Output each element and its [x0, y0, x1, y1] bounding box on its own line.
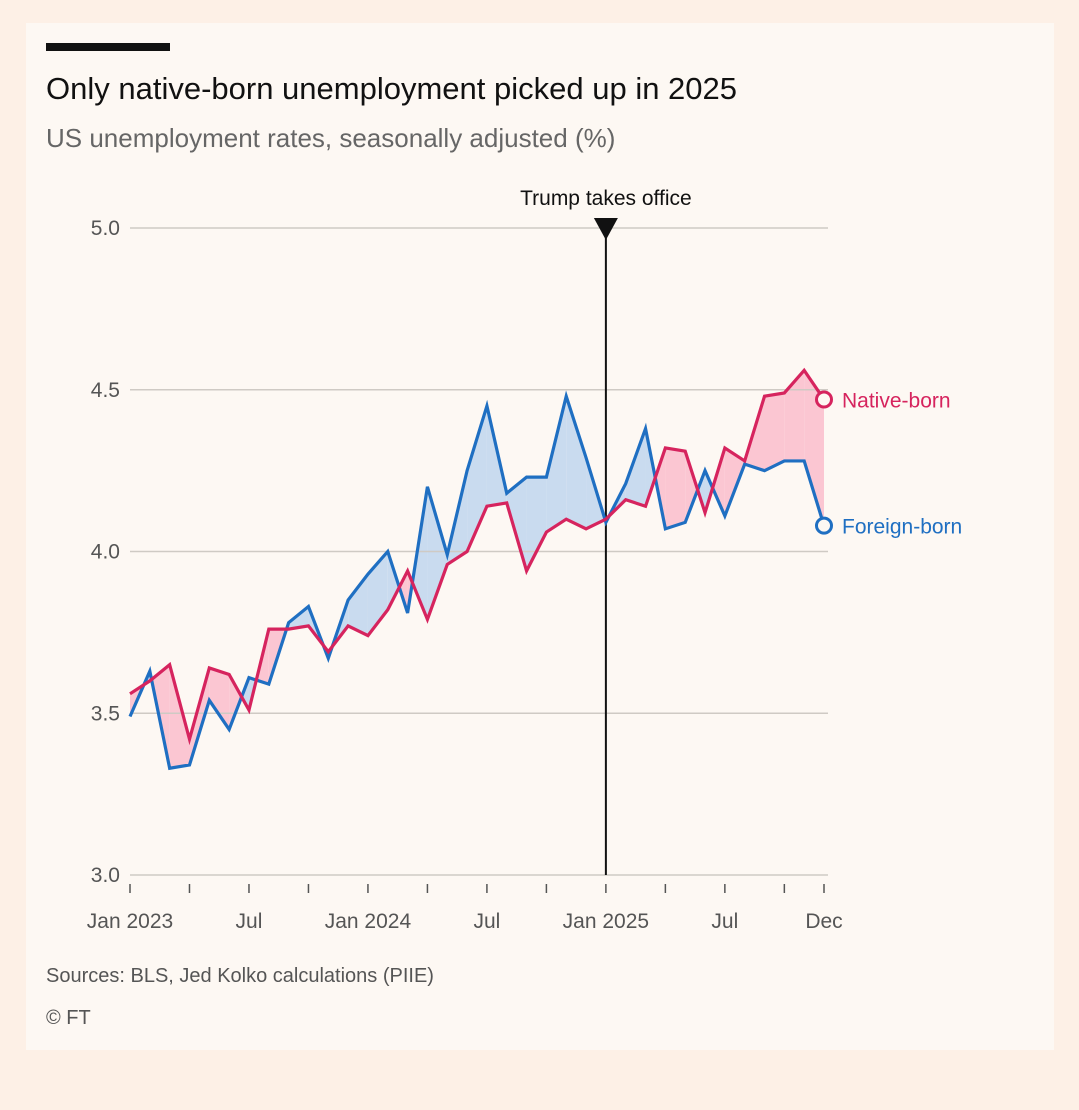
gap-fill [229, 674, 242, 730]
gap-fill [625, 428, 646, 507]
gap-fill [348, 574, 368, 636]
y-tick-label: 4.5 [91, 379, 120, 402]
gap-fill [804, 370, 824, 526]
ft-title-bar [46, 43, 170, 51]
x-tick-label: Jul [711, 910, 738, 933]
x-tick-label: Jan 2023 [87, 910, 173, 933]
y-tick-label: 3.0 [91, 864, 120, 887]
chart-subtitle: US unemployment rates, seasonally adjust… [46, 123, 616, 153]
gap-fill [427, 486, 448, 620]
x-tick-label: Jul [473, 910, 500, 933]
x-tick-label: Jul [236, 910, 263, 933]
gap-fill [209, 667, 230, 730]
gap-fill [169, 664, 190, 769]
source-note: Sources: BLS, Jed Kolko calculations (PI… [46, 965, 434, 987]
native-born-label: Native-born [842, 389, 951, 412]
y-tick-label: 3.5 [91, 702, 120, 725]
x-tick-label: Jan 2025 [563, 910, 649, 933]
gap-fill [784, 370, 805, 461]
gap-fill [189, 667, 210, 766]
foreign-born-line [128, 390, 826, 771]
gap-fill [506, 477, 527, 571]
annotation-label: Trump takes office [520, 187, 692, 210]
gap-fill [685, 451, 698, 523]
x-tick-label: Jan 2024 [325, 910, 412, 933]
y-tick-label: 4.0 [91, 541, 120, 564]
gap-fill [665, 447, 686, 529]
x-tick-label: Dec [805, 910, 842, 933]
gridlines [130, 227, 828, 876]
native-born-line [129, 367, 826, 746]
gap-fill [387, 551, 400, 610]
annotation-triangle-icon [593, 218, 618, 240]
gap-fill [526, 477, 547, 571]
foreign-born-label: Foreign-born [842, 516, 962, 539]
gap-fills [130, 370, 824, 769]
series-lines [128, 367, 826, 771]
y-axis-labels: 3.0 3.5 4.0 4.5 5.0 [91, 217, 120, 887]
annotation-group: Trump takes office [520, 187, 692, 875]
native-born-end-marker [815, 390, 833, 409]
copyright-note: © FT [46, 1007, 91, 1029]
gap-fill [546, 396, 567, 533]
gap-fill [712, 447, 725, 516]
series-endpoints: Foreign-born Native-born [815, 389, 962, 539]
gap-fill [764, 392, 785, 471]
chart-card: Only native-born unemployment picked up … [26, 23, 1054, 1050]
chart-title: Only native-born unemployment picked up … [46, 71, 738, 106]
chart-svg: 3.03.54.04.55.0 Jan 2023 Jul Jan 2024 Jul Ja… [87, 187, 962, 933]
y-tick-label: 5.0 [91, 217, 120, 240]
x-axis: Jan 2023 Jul Jan 2024 Jul Jan 2025 Jul Dec [87, 884, 843, 933]
foreign-born-end-marker [815, 516, 833, 535]
gap-fill [566, 396, 587, 529]
